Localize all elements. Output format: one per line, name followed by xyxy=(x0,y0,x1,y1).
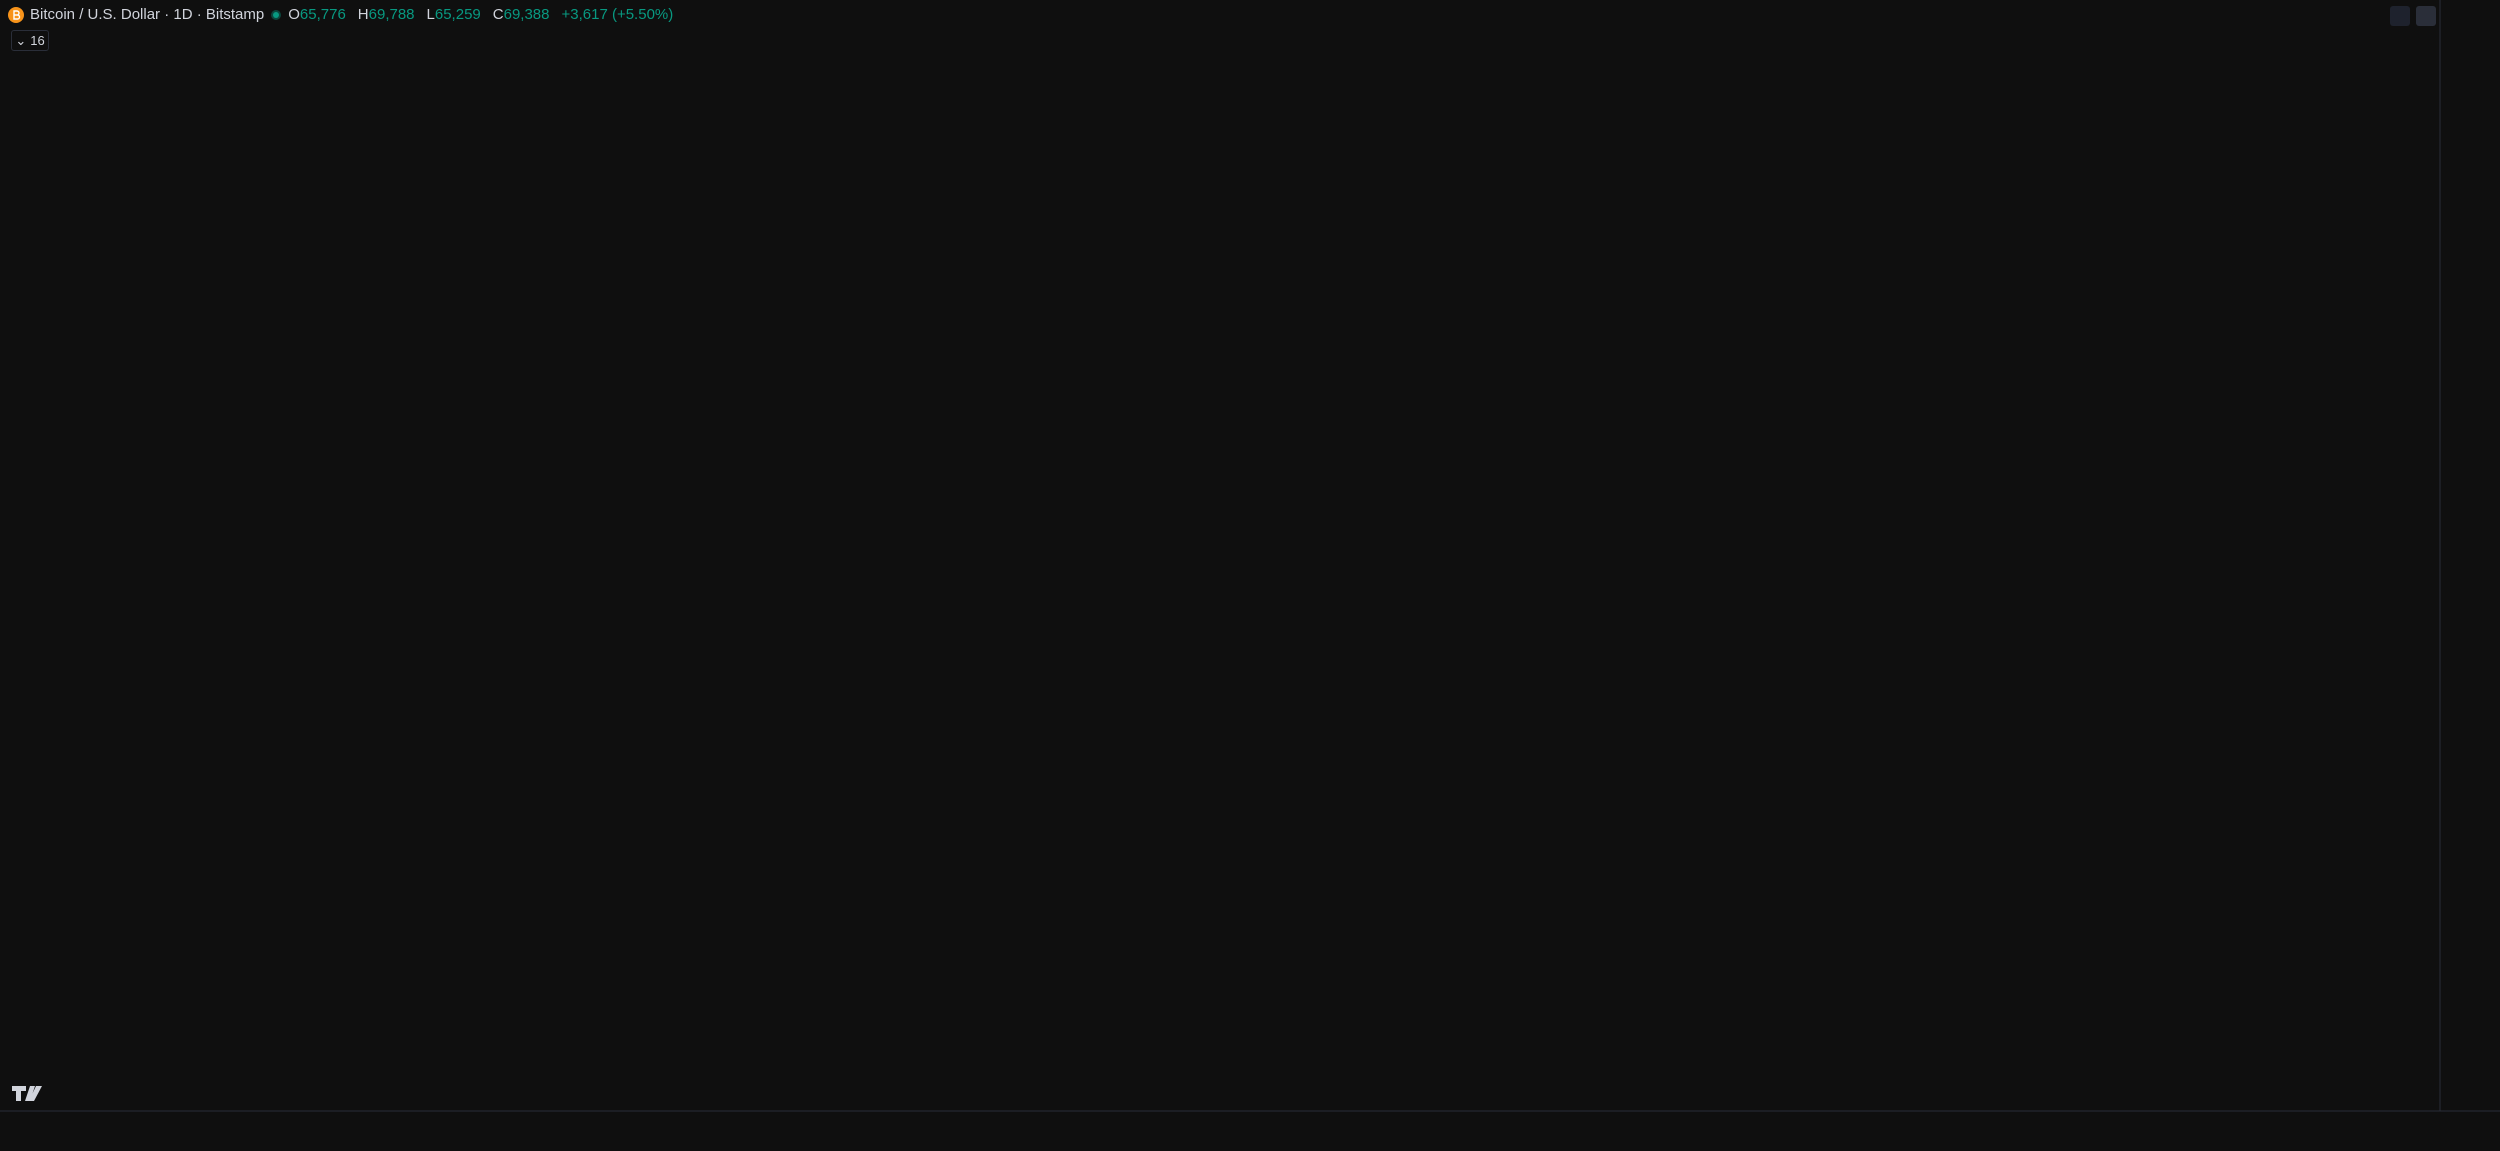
indicators-count: 16 xyxy=(30,33,45,48)
toolbar-button[interactable] xyxy=(2390,6,2410,26)
ohlc-key: C xyxy=(492,6,504,23)
ohlc-key: H xyxy=(357,6,369,23)
indicators-toggle[interactable]: ⌄ 16 xyxy=(11,30,49,51)
ohlc-key: O xyxy=(288,6,300,23)
logo xyxy=(12,1086,42,1101)
toolbar-button[interactable] xyxy=(2416,6,2436,26)
status-dot xyxy=(271,9,282,20)
ohlc-key: L xyxy=(426,6,435,23)
symbol-title[interactable]: Bitcoin / U.S. Dollar · 1D · Bitstamp xyxy=(30,6,265,23)
legend: Bitcoin / U.S. Dollar · 1D · Bitstamp O6… xyxy=(8,6,673,23)
change: +3,617 (+5.50%) xyxy=(561,6,674,23)
ohlc-value: 65,776 xyxy=(299,6,346,23)
ohlc-value: 69,788 xyxy=(368,6,415,23)
ohlc-value: 69,388 xyxy=(503,6,550,23)
ohlc-value: 65,259 xyxy=(434,6,481,23)
chevron: ⌄ xyxy=(15,32,27,48)
symbol-icon xyxy=(8,6,24,23)
